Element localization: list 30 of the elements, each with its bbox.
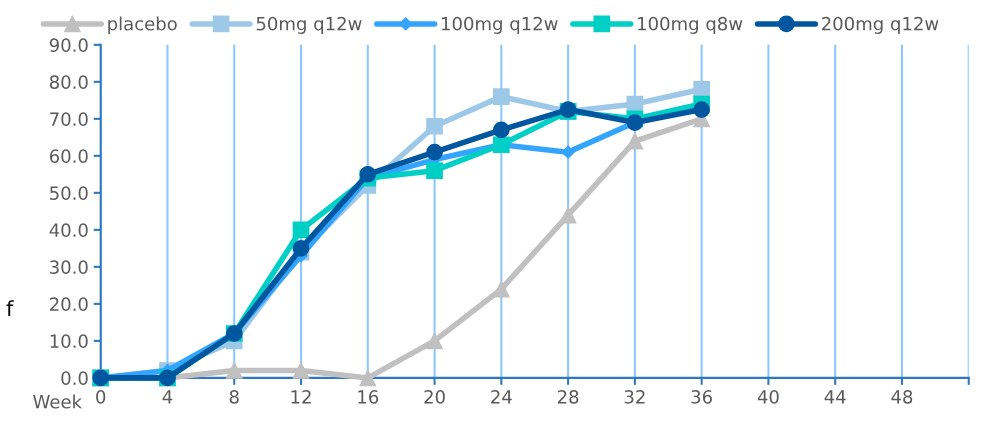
y-tick-label: 70.0 xyxy=(50,112,88,126)
x-tick-label: 36 xyxy=(691,390,712,404)
x-tick-label: 48 xyxy=(891,390,913,404)
y-tick-label: 50.0 xyxy=(50,186,88,200)
x-tick-label: 4 xyxy=(162,390,173,404)
x-tick-label: 16 xyxy=(358,390,379,404)
x-tick-label: 12 xyxy=(291,390,311,404)
legend-label: 200mg q12w xyxy=(822,16,939,34)
x-tick-label: 8 xyxy=(229,390,239,404)
y-tick-label: 60.0 xyxy=(49,149,88,163)
y-tick-label: 10.0 xyxy=(50,334,88,348)
x-axis-title: Week xyxy=(33,394,82,409)
y-tick-label: 90.0 xyxy=(49,38,88,52)
text: f xyxy=(6,300,14,316)
y-tick-label: 40.0 xyxy=(49,223,88,237)
legend-label: placebo xyxy=(108,16,177,34)
legend-label: 100mg q8w xyxy=(638,16,743,34)
legend-label: 100mg q12w xyxy=(441,16,558,34)
y-tick-label: 0.0 xyxy=(61,371,88,386)
y-tick-label: 80.0 xyxy=(49,75,88,89)
x-tick-label: 20 xyxy=(424,390,445,404)
y-tick-label: 20.0 xyxy=(50,297,88,311)
x-tick-label: 32 xyxy=(624,390,645,404)
y-tick-label: 30.0 xyxy=(50,260,88,274)
x-tick-label: 28 xyxy=(557,390,579,404)
x-tick-label: 0 xyxy=(96,390,106,404)
x-tick-label: 40 xyxy=(757,390,779,404)
x-tick-label: 44 xyxy=(824,390,846,404)
legend-label: 50mg q12w xyxy=(256,16,362,34)
x-tick-label: 24 xyxy=(491,390,512,404)
